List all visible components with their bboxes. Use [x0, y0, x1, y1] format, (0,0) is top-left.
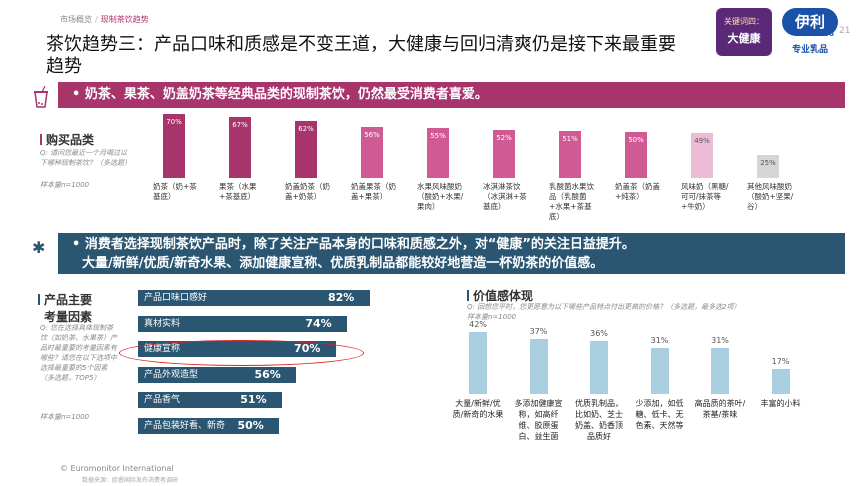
logo-mark: 伊利: [782, 8, 838, 36]
cup-icon: [34, 86, 48, 108]
badge-line2: 大健康: [727, 32, 761, 45]
purchase-bar: [625, 132, 647, 178]
banner-health-focus: • 消费者选择现制茶饮产品时，除了关注产品本身的口味和质感之外，对“健康”的关注…: [58, 233, 845, 274]
factors-heading: 产品主要 考量因素: [38, 291, 92, 325]
purchase-value-label: 56%: [364, 130, 380, 139]
factor-bar: 产品口味口感好: [138, 290, 370, 306]
banner-classic-categories: • 奶茶、果茶、奶盖奶茶等经典品类的现制茶饮，仍然最受消费者喜爱。: [58, 82, 845, 108]
keyword-badge: 关键词四： 大健康: [716, 8, 772, 56]
value-label: 37%: [529, 327, 548, 337]
logo-subtitle: 专业乳品: [791, 45, 828, 55]
breadcrumb: 市场概览 / 现制茶饮趋势: [60, 14, 149, 25]
heading-accent: [38, 294, 40, 305]
heading-accent: [467, 290, 469, 301]
factors-sample: 样本量n=1000: [40, 413, 90, 421]
value-label: 31%: [650, 336, 669, 346]
value-sample: 样本量n=1000: [467, 313, 517, 321]
value-label: 42%: [469, 320, 487, 329]
factor-value: 56%: [254, 367, 281, 381]
highlight-ring: [119, 340, 364, 366]
value-category-label: 优质乳制品，比如奶、芝士奶盖、奶香顶品质好: [575, 399, 623, 441]
purchase-category-label: 水果风味酸奶（酸奶+水果/果肉）: [417, 182, 464, 211]
breadcrumb-current: 现制茶饮趋势: [100, 15, 149, 24]
purchase-value-label: 25%: [760, 159, 776, 168]
value-category-label: 少添加，如低糖、低卡、无色素、天然等: [635, 399, 684, 430]
banner2-line2: 大量/新鲜/优质/新奇水果、添加健康宣称、优质乳制品都能较好地营造一杯奶茶的价值…: [82, 256, 604, 271]
value-bar: [590, 340, 608, 394]
factors-note: Q: 您在选择具体现制茶饮（如奶茶、水果茶）产品时最重要的考量因素有哪些？请您在…: [40, 324, 117, 382]
factor-value: 51%: [240, 393, 267, 406]
factor-value: 82%: [328, 291, 355, 304]
banner2-line1: • 消费者选择现制茶饮产品时，除了关注产品本身的口味和质感之外，对“健康”的关注…: [72, 237, 635, 252]
purchase-value-label: 62%: [298, 125, 314, 134]
purchase-bar: [559, 131, 581, 178]
purchase-category-label: 奶盖奶茶（奶盖+奶茶）: [285, 182, 330, 201]
page-number: 21: [839, 26, 851, 36]
purchase-bar: [295, 121, 317, 178]
purchase-category-label: 冰淇淋茶饮（冰淇淋+茶基底）: [483, 182, 527, 211]
purchase-note: Q: 请问您最近一个月喝过以下哪种现制茶饮？（多选题）: [40, 149, 131, 167]
factor-value: 50%: [237, 418, 264, 432]
breadcrumb-parent[interactable]: 市场概览: [60, 15, 92, 24]
value-category-label: 高品质的茶叶/茶基/茶味: [694, 399, 746, 419]
purchase-bar: [691, 133, 713, 178]
breadcrumb-separator: /: [95, 15, 98, 24]
purchase-category-label: 奶盖茶（奶盖+纯茶）: [615, 182, 660, 201]
value-label: 36%: [590, 328, 608, 338]
value-label: 17%: [771, 356, 790, 366]
value-label: 31%: [711, 336, 729, 346]
medical-cross-icon: ✱: [32, 238, 46, 257]
value-category-label: 大量/新鲜/优质/新奇的水果: [452, 399, 504, 419]
purchase-value-label: 49%: [694, 137, 710, 146]
purchase-bar: [229, 116, 251, 178]
purchase-value-label: 67%: [232, 120, 248, 129]
purchase-bar: [427, 127, 449, 178]
purchase-category-label: 果茶（水果+茶基底）: [219, 182, 257, 201]
data-source: 数据来源：欧睿国际发布消费者调研: [82, 477, 179, 484]
factor-bar: 产品外观造型: [138, 366, 297, 383]
purchase-bar: [361, 126, 383, 178]
purchase-value-label: 50%: [628, 136, 644, 145]
purchase-bar: [163, 114, 185, 178]
factor-bar: 产品香气: [138, 392, 283, 408]
value-bar: [650, 348, 669, 394]
factors-heading-line2: 考量因素: [44, 310, 93, 324]
purchase-bar: [493, 130, 515, 178]
purchase-value-label: 52%: [496, 134, 512, 143]
purchase-category-label: 其他风味酸奶（酸奶+坚果/谷）: [747, 182, 794, 211]
purchase-category-label: 乳酸菌水果饮品（乳酸菌+水果+茶基底）: [549, 182, 594, 221]
value-note: Q: 回想您平时，您更愿意为以下哪些产品特点付出更高的价格？（多选题，最多选2项…: [467, 303, 741, 311]
purchase-sample: 样本量n=1000: [40, 181, 90, 189]
value-bar: [469, 332, 487, 394]
value-category-label: 丰富的小料: [760, 399, 801, 408]
value-heading-text: 价值感体现: [473, 289, 534, 303]
heading-accent: [40, 134, 42, 145]
purchase-heading-text: 购买品类: [46, 133, 95, 147]
value-heading: 价值感体现: [467, 287, 533, 304]
page-title: 茶饮趋势三：产品口味和质感是不变王道，大健康与回归清爽仍是接下来最重要趋势: [46, 34, 676, 77]
purchase-bar: [757, 155, 779, 178]
factors-heading-line1: 产品主要: [44, 293, 93, 307]
purchase-category-label: 奶盖果茶（奶盖+果茶）: [351, 182, 396, 201]
factor-bar: 真材实料: [138, 315, 348, 332]
copyright: © Euromonitor International: [60, 464, 174, 473]
badge-line1: 关键词四：: [724, 17, 764, 26]
brand-logo: 伊利 Pro 专业乳品: [780, 8, 840, 56]
value-bar: [771, 368, 790, 394]
purchase-category-label: 风味奶（黑糖/可可/抹茶等+牛奶）: [681, 182, 729, 211]
purchase-heading: 购买品类: [40, 131, 94, 148]
value-category-label: 多添加健康宣称，如高纤维、胶原蛋白、益生菌: [514, 399, 563, 441]
logo-pro: Pro: [820, 30, 834, 38]
value-bar: [711, 348, 729, 394]
purchase-value-label: 51%: [562, 135, 578, 144]
value-bar: [529, 339, 548, 394]
factor-bar: 产品包装好看、新奇: [138, 417, 280, 434]
purchase-category-label: 奶茶（奶+茶基底）: [153, 182, 197, 201]
purchase-value-label: 70%: [166, 118, 182, 126]
factor-value: 74%: [305, 316, 332, 330]
purchase-value-label: 55%: [430, 131, 446, 140]
